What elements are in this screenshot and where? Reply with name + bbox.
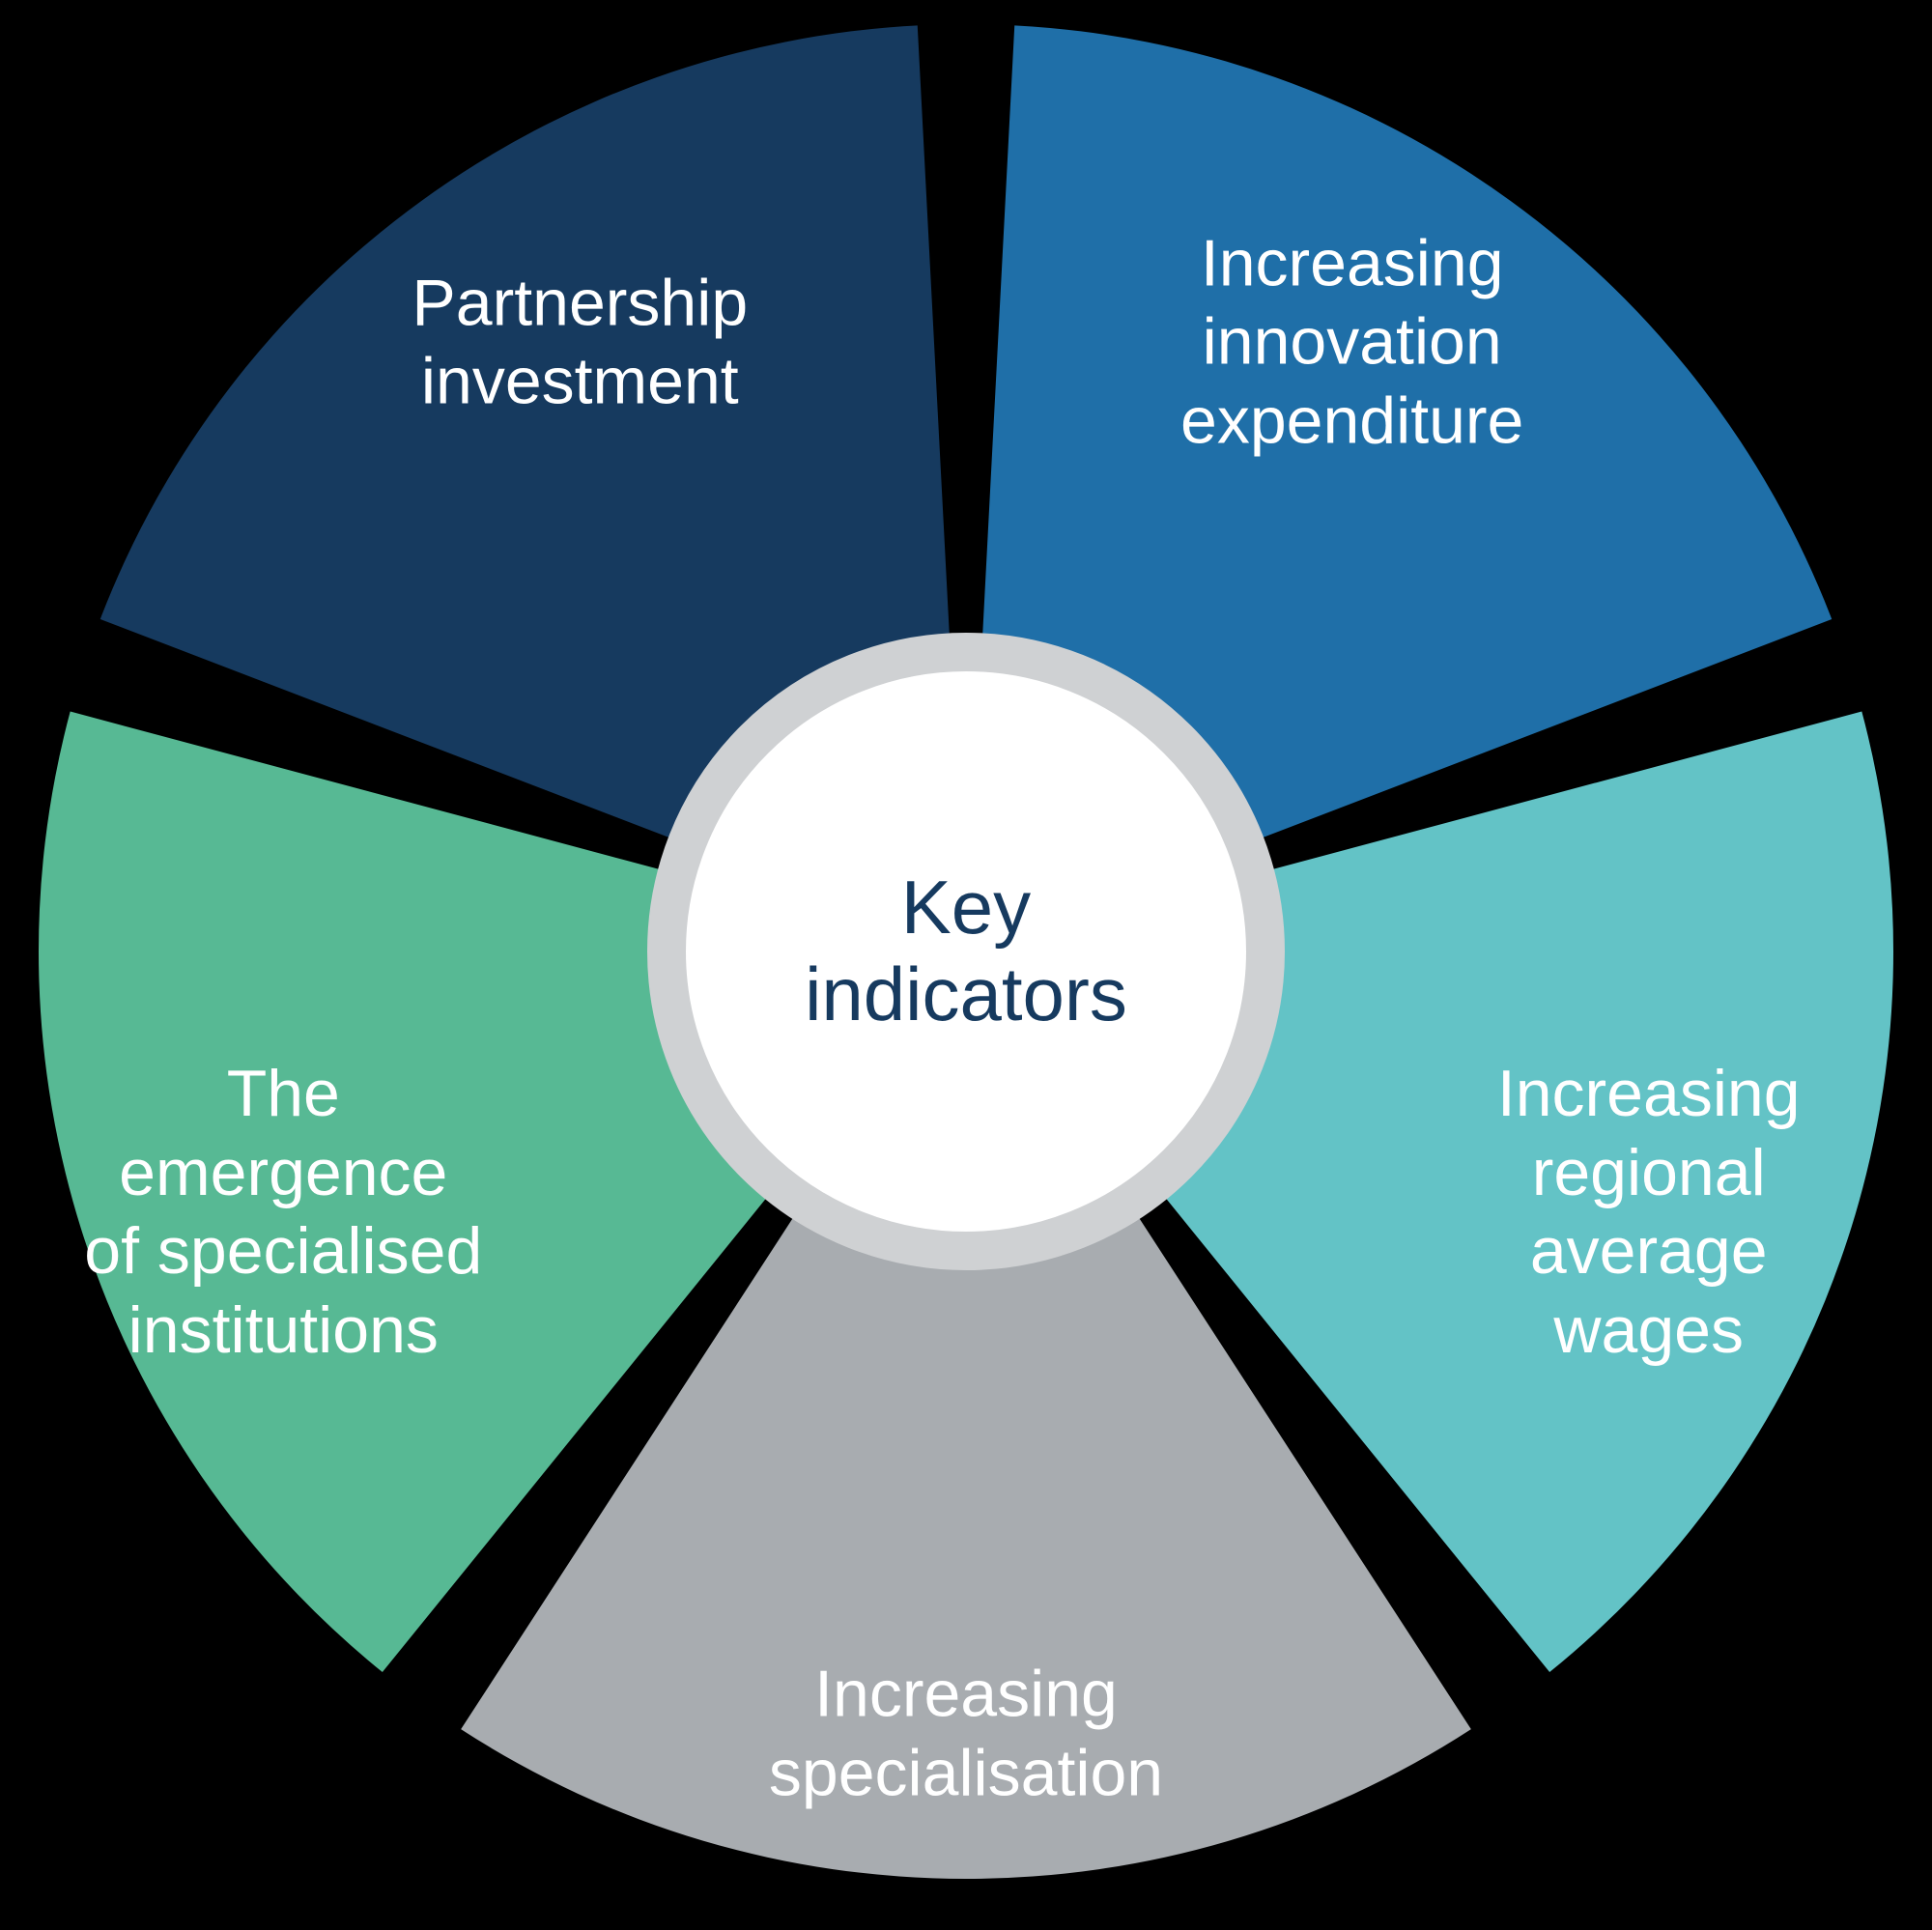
hub-label: Key indicators [667,652,1265,1251]
petal-label: Increasing innovation expenditure [1101,224,1604,461]
petal-label: Partnership investment [328,264,831,421]
petal-label: The emergence of specialised institution… [32,1055,534,1370]
petal-label: Increasing specialisation [715,1655,1217,1812]
petal-label: Increasing regional average wages [1398,1055,1900,1370]
key-indicators-wheel: Key indicators Increasing innovation exp… [0,0,1932,1930]
